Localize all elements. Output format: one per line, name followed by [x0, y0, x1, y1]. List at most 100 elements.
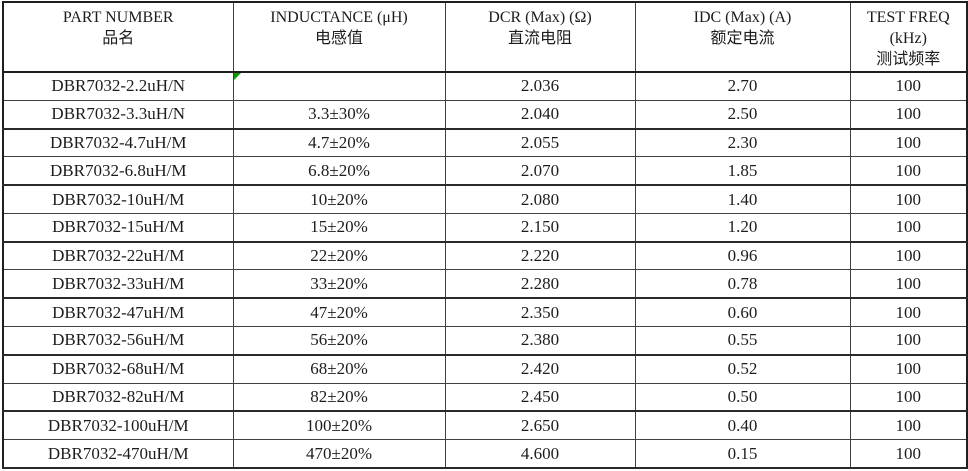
- cell-text: 47±20%: [310, 302, 368, 322]
- dcr-cell: 2.220: [444, 241, 636, 271]
- cell-text: 2.040: [520, 104, 560, 124]
- cell-text: 100: [895, 330, 922, 350]
- cell-text: DBR7032-100uH/M: [47, 415, 189, 435]
- cell-text: 100: [895, 302, 922, 322]
- column-header-test-freq: TEST FREQ (kHz) 测试频率: [849, 1, 968, 73]
- header-line: TEST FREQ: [866, 9, 950, 26]
- cell-text: 470±20%: [306, 443, 372, 463]
- part-number-cell: DBR7032-68uH/M: [2, 354, 234, 384]
- inductance-cell: 470±20%: [232, 439, 446, 470]
- cell-text: 2.70: [727, 76, 758, 96]
- cell-text: 0.52: [727, 359, 758, 379]
- cell-text: 100: [895, 359, 922, 379]
- test-freq-cell: 100: [849, 439, 968, 470]
- cell-text: 100: [895, 217, 922, 237]
- dcr-cell: 2.420: [444, 354, 636, 384]
- idc-cell: 0.60: [634, 297, 851, 328]
- cell-text: 100±20%: [306, 415, 372, 435]
- header-line: IDC (Max) (A): [693, 9, 792, 26]
- cell-text: 100: [895, 104, 922, 124]
- cell-text: 3.3±30%: [308, 104, 370, 124]
- idc-cell: 1.40: [634, 184, 851, 214]
- cell-text: 100: [895, 160, 922, 180]
- cell-text: 15±20%: [310, 217, 368, 237]
- table-row: DBR7032-47uH/M 47±20% 2.350 0.60 100: [2, 297, 968, 328]
- test-freq-cell: 100: [849, 156, 968, 187]
- inductance-cell: 100±20%: [232, 410, 446, 441]
- dcr-cell: 2.280: [444, 269, 636, 300]
- column-header-part-number: PART NUMBER 品名: [2, 1, 234, 73]
- table-row: DBR7032-100uH/M 100±20% 2.650 0.40 100: [2, 410, 968, 441]
- table-row: DBR7032-470uH/M 470±20% 4.600 0.15 100: [2, 439, 968, 470]
- cell-text: 33±20%: [310, 273, 368, 293]
- cell-text: 100: [895, 189, 922, 209]
- test-freq-cell: 100: [849, 212, 968, 243]
- test-freq-cell: 100: [849, 326, 968, 356]
- cell-text: DBR7032-22uH/M: [52, 246, 185, 266]
- part-number-cell: DBR7032-15uH/M: [2, 212, 234, 243]
- table-row: DBR7032-68uH/M 68±20% 2.420 0.52 100: [2, 354, 968, 384]
- inductance-cell: 56±20%: [232, 326, 446, 356]
- header-row: PART NUMBER 品名 INDUCTANCE (μH) 电感值 DCR (…: [2, 1, 968, 73]
- test-freq-cell: 100: [849, 269, 968, 300]
- header-line: (kHz): [889, 30, 927, 47]
- header-line-cn: 测试频率: [876, 51, 941, 68]
- idc-cell: 1.20: [634, 212, 851, 243]
- cell-text: 1.40: [727, 189, 758, 209]
- dcr-cell: 4.600: [444, 439, 636, 470]
- part-number-cell: DBR7032-22uH/M: [2, 241, 234, 271]
- cell-text: 2.280: [520, 273, 560, 293]
- idc-cell: 2.30: [634, 128, 851, 158]
- cell-text: 2.650: [520, 415, 560, 435]
- cell-text: 0.55: [727, 330, 758, 350]
- table-row: DBR7032-3.3uH/N 3.3±30% 2.040 2.50 100: [2, 99, 968, 130]
- cell-text: 0.60: [727, 302, 758, 322]
- header-line-cn: 直流电阻: [507, 30, 572, 47]
- column-header-inductance: INDUCTANCE (μH) 电感值: [232, 1, 446, 73]
- table-row: DBR7032-22uH/M 22±20% 2.220 0.96 100: [2, 241, 968, 271]
- table-row: DBR7032-6.8uH/M 6.8±20% 2.070 1.85 100: [2, 156, 968, 187]
- cell-text: 100: [895, 246, 922, 266]
- cell-text: 100: [895, 386, 922, 406]
- cell-text: 2.30: [727, 132, 758, 152]
- dcr-cell: 2.040: [444, 99, 636, 130]
- cell-text: 0.78: [727, 273, 758, 293]
- cell-text: 4.7±20%: [308, 132, 370, 152]
- part-number-cell: DBR7032-33uH/M: [2, 269, 234, 300]
- dcr-cell: 2.450: [444, 382, 636, 413]
- cell-text: DBR7032-56uH/M: [52, 330, 185, 350]
- test-freq-cell: 100: [849, 297, 968, 328]
- cell-text: 2.50: [727, 104, 758, 124]
- inductance-cell: 3.3±30%: [232, 99, 446, 130]
- cell-text: 100: [895, 76, 922, 96]
- dcr-cell: 2.055: [444, 128, 636, 158]
- part-number-cell: DBR7032-2.2uH/N: [2, 71, 234, 101]
- test-freq-cell: 100: [849, 99, 968, 130]
- test-freq-cell: 100: [849, 241, 968, 271]
- header-line-cn: 电感值: [314, 30, 363, 47]
- cell-text: 6.8±20%: [308, 160, 370, 180]
- part-number-cell: DBR7032-10uH/M: [2, 184, 234, 214]
- dcr-cell: 2.380: [444, 326, 636, 356]
- cell-text: DBR7032-47uH/M: [52, 302, 185, 322]
- test-freq-cell: 100: [849, 382, 968, 413]
- cell-text: 68±20%: [310, 359, 368, 379]
- cell-text: 2.350: [520, 302, 560, 322]
- idc-cell: 0.96: [634, 241, 851, 271]
- cell-text: 100: [895, 132, 922, 152]
- cell-text: DBR7032-10uH/M: [52, 189, 185, 209]
- inductance-cell: 15±20%: [232, 212, 446, 243]
- cell-text: 22±20%: [310, 246, 368, 266]
- cell-text: 2.070: [520, 160, 560, 180]
- table-row: DBR7032-10uH/M 10±20% 2.080 1.40 100: [2, 184, 968, 214]
- idc-cell: 2.70: [634, 71, 851, 101]
- header-line-cn: 额定电流: [710, 30, 775, 47]
- cell-text: 2.380: [520, 330, 560, 350]
- cell-text: 100: [895, 415, 922, 435]
- dcr-cell: 2.650: [444, 410, 636, 441]
- inductance-cell: 4.7±20%: [232, 128, 446, 158]
- column-header-dcr: DCR (Max) (Ω) 直流电阻: [444, 1, 636, 73]
- test-freq-cell: 100: [849, 128, 968, 158]
- inductance-cell: 47±20%: [232, 297, 446, 328]
